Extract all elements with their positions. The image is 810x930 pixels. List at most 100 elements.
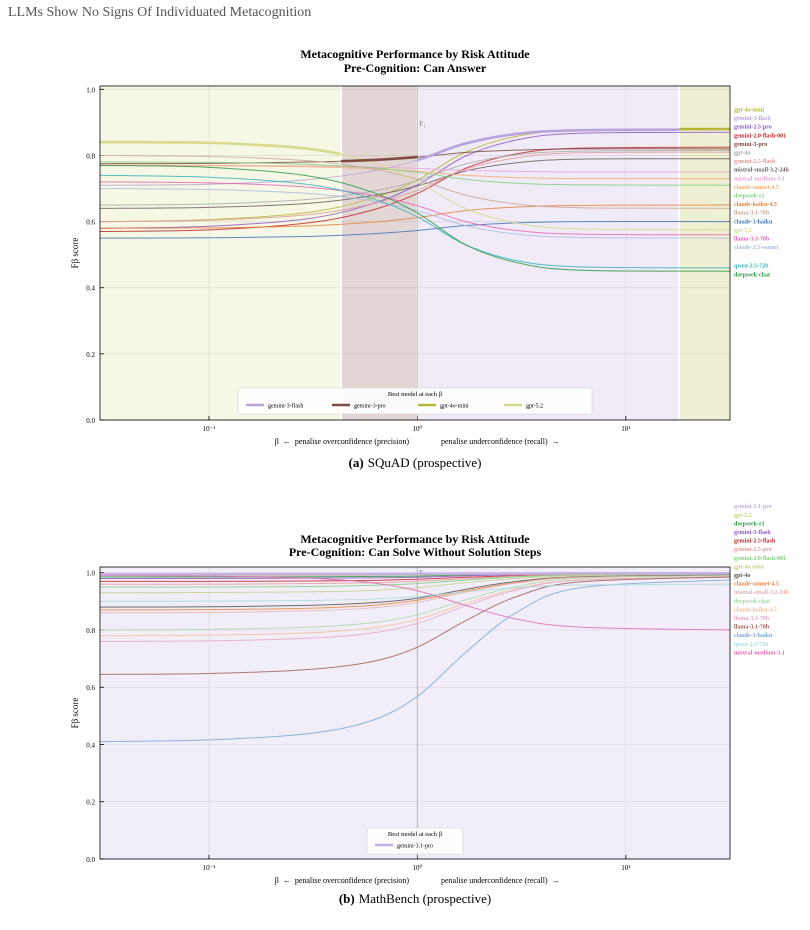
series-label: gpt-4o-mini [734, 564, 764, 570]
series-label: gemini-2.0-flash-001 [734, 133, 786, 139]
legend-label: gemini-3.1-pro [397, 844, 433, 850]
series-line [99, 574, 731, 594]
series-line [99, 148, 731, 165]
chart-title: Metacognitive Performance by Risk Attitu… [300, 532, 530, 546]
x-axis-label: β ← penalise overconfidence (precision) [275, 437, 410, 446]
legend-label: gpt-5.2 [526, 404, 543, 410]
series-line [99, 576, 731, 675]
series-line [99, 158, 731, 209]
series-line [99, 149, 731, 206]
series-label: llama-3.1-70b [734, 625, 770, 631]
series-label: gemini-2.5-pro [734, 125, 772, 131]
y-axis-label: Fβ score [70, 238, 80, 269]
series-line [99, 204, 731, 229]
best-region [680, 86, 729, 420]
series-line [99, 575, 731, 631]
series-label: deepseek-r1 [734, 193, 765, 199]
series-label: gpt-4o-mini [734, 107, 764, 113]
series-label: gemini-3.1-pro [734, 504, 772, 510]
series-label: claude-sonnet-4.5 [734, 185, 779, 191]
x-axis-label: penalise underconfidence (recall) → [441, 876, 560, 885]
y-tick-label: 0.4 [86, 741, 95, 749]
series-label: claude-3-haiku [734, 633, 773, 639]
series-line [99, 576, 731, 642]
x-tick-label: 10⁰ [413, 425, 423, 433]
series-label: llama-3.1-70b [734, 211, 770, 217]
series-line [99, 181, 731, 236]
series-label: claude-3-haiku [734, 219, 773, 225]
series-line [99, 575, 731, 631]
series-label: gemini-2.5-pro [734, 547, 772, 553]
legend-label: gemini-3-pro [354, 404, 386, 410]
series-label: claude-haiku-4.5 [734, 607, 777, 613]
series-line [99, 131, 731, 229]
series-line [99, 188, 731, 239]
series-line [99, 146, 731, 233]
series-line [99, 151, 731, 223]
legend-title: Best model at each β [388, 391, 443, 398]
series-label: claude-3.5-sonnet [734, 245, 779, 251]
series-label: mistral-small-3.2-24b [734, 590, 789, 596]
series-label: qwen-2.5-72b [734, 264, 769, 270]
series-label: mistral-medium-3.1 [734, 176, 785, 182]
series-label: llama-3.3-70b [734, 616, 770, 622]
x-axis-label: penalise underconfidence (recall) → [441, 437, 560, 446]
series-label: gemini-3-pro [734, 142, 767, 148]
y-tick-label: 0.0 [86, 856, 95, 864]
series-label: gemini-2.5-flash [734, 539, 776, 545]
plot-frame [99, 566, 731, 860]
legend-box [237, 387, 593, 415]
y-tick-label: 0.4 [86, 285, 95, 293]
series-label: gpt-5.2 [734, 228, 752, 234]
series-line [99, 164, 731, 180]
y-tick-label: 0.0 [86, 417, 95, 425]
x-axis-label: β ← penalise overconfidence (precision) [275, 876, 410, 885]
series-line [99, 161, 731, 186]
series-line [99, 164, 731, 272]
x-tick-label: 10⁻¹ [203, 425, 216, 433]
series-line [99, 575, 731, 614]
chart-subtitle: Pre-Cognition: Can Solve Without Solutio… [289, 545, 542, 559]
x-tick-label: 10¹ [621, 425, 630, 433]
annotation-label: F₁ [419, 120, 425, 128]
series-label: claude-haiku-4.5 [734, 202, 777, 208]
chart: Metacognitive Performance by Risk Attitu… [70, 47, 789, 470]
series-label: deepseek-r1 [734, 521, 765, 527]
series-label: deepseek-chat [734, 272, 770, 278]
y-axis-label: Fβ score [70, 698, 80, 729]
caption: (b) MathBench (prospective) [339, 891, 491, 906]
series-label: qwen-2.5-72b [734, 642, 769, 648]
x-tick-label: 10⁻¹ [203, 864, 216, 872]
series-line [99, 583, 731, 602]
series-line [99, 579, 731, 743]
best-region [342, 86, 417, 420]
legend-label: gemini-3-flash [268, 403, 303, 410]
y-tick-label: 0.8 [86, 627, 95, 635]
chart: Metacognitive Performance by Risk Attitu… [70, 504, 789, 906]
y-tick-label: 1.0 [86, 570, 95, 578]
best-region [101, 86, 341, 420]
y-tick-label: 0.2 [86, 799, 95, 807]
y-tick-label: 0.6 [86, 684, 95, 692]
series-label: gemini-3-flash [734, 116, 771, 122]
best-line [100, 140, 342, 156]
series-label: gemini-3-flash [734, 530, 771, 536]
y-tick-label: 1.0 [86, 86, 95, 94]
best-line [417, 128, 680, 162]
best-line [100, 571, 730, 576]
y-tick-label: 0.8 [86, 152, 95, 160]
legend-label: gpt-4o-mini [440, 404, 469, 410]
series-label: claude-sonnet-4.5 [734, 582, 779, 588]
caption: (a) SQuAD (prospective) [349, 455, 482, 470]
series-label: llama-3.3-70b [734, 236, 770, 242]
series-label: gpt-4o [734, 150, 750, 156]
series-line [99, 174, 731, 269]
best-region [418, 86, 679, 420]
running-header: LLMs Show No Signs Of Individuated Metac… [8, 5, 311, 20]
x-tick-label: 10⁰ [413, 864, 423, 872]
x-tick-label: 10¹ [621, 864, 630, 872]
chart-title: Metacognitive Performance by Risk Attitu… [300, 47, 530, 61]
series-label: gpt-4o [734, 573, 750, 579]
